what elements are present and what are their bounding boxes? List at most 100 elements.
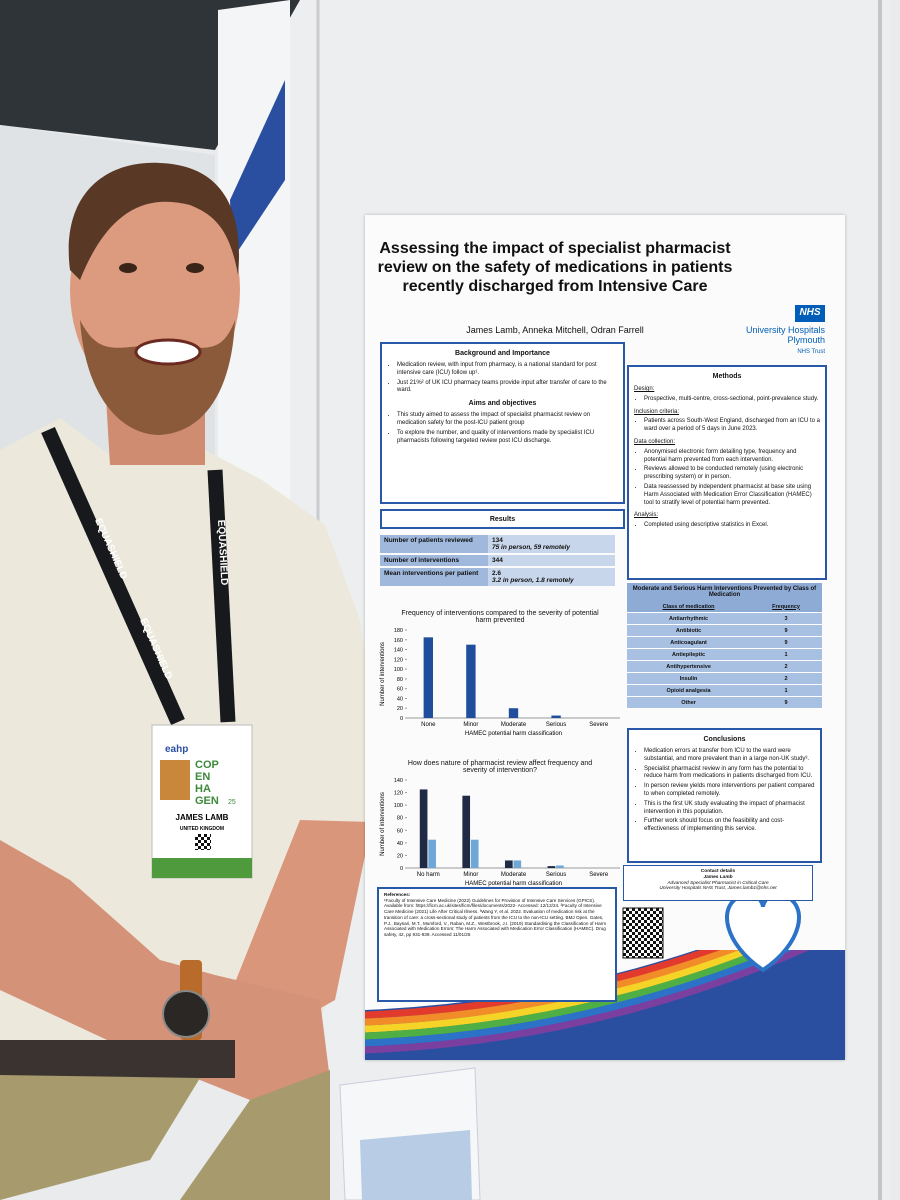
result-row: Number of patients reviewed 134 75 in pers… [380, 535, 615, 553]
references-text: ¹Faculty of Intensive Care Medicine (202… [384, 897, 607, 938]
bullet-list: Medication review, with input from pharm… [387, 362, 618, 395]
results-table: Number of patients reviewed 134 75 in pers… [380, 535, 615, 588]
bullet: Data reassessed by independent pharmacis… [644, 484, 820, 507]
table-row: Opioid analgesia 1 [627, 684, 822, 697]
background-box: Background and Importance Medication rev… [380, 342, 625, 504]
y-tick-label: 20 [397, 853, 403, 859]
bullet: Medication review, with input from pharm… [397, 362, 618, 378]
result-value: 2.6 [492, 570, 502, 577]
lanyard [207, 469, 236, 723]
table-row: Antibiotic 9 [627, 624, 822, 637]
table-cell: 1 [750, 684, 822, 697]
bullet: Completed using descriptive statistics i… [644, 522, 820, 530]
contact-org: University Hospitals NHS Trust, James.la… [659, 886, 777, 892]
y-tick-label: 180 [394, 628, 403, 634]
chart-plot: 0 20 40 60 80 100 120 140 160 180 None Minor Moderat… [380, 628, 620, 737]
bar [547, 866, 556, 868]
badge-event: COP [195, 759, 219, 771]
table-header: Class of medication Frequency [627, 601, 822, 613]
method-label: Inclusion criteria: [634, 408, 680, 415]
table: Class of medication Frequency Antiarrhyt… [627, 601, 822, 709]
table-cell: 1 [750, 648, 822, 661]
bar [508, 708, 519, 718]
result-value: 344 [492, 557, 503, 564]
badge-event: HA [195, 783, 211, 795]
badge-band [152, 858, 252, 878]
table-cell: Antihypertensive [627, 660, 751, 673]
y-tick-label: 80 [397, 816, 403, 822]
methods-box: Methods Design: Prospective, multi-centre… [627, 365, 827, 580]
smile [134, 338, 202, 366]
y-tick-label: 60 [397, 687, 403, 693]
trousers [180, 1070, 330, 1200]
qr-code [622, 907, 664, 959]
y-tick-label: 80 [397, 677, 403, 683]
badge-org: eahp [165, 744, 188, 755]
y-tick-label: 120 [394, 657, 403, 663]
table-cell: Antiarrhythmic [627, 612, 751, 625]
bullet: To explore the number, and quality of in… [397, 430, 618, 446]
x-tick-label: Moderate [501, 722, 527, 728]
x-tick-label: Minor [463, 872, 478, 878]
bullet: Patients across South-West England, disc… [644, 418, 820, 434]
result-label: Number of interventions [380, 555, 488, 566]
table-cell: 2 [750, 660, 822, 673]
eye [186, 263, 204, 273]
bar [504, 860, 513, 868]
bullet: Further work should focus on the feasibi… [644, 818, 815, 834]
bar [513, 860, 522, 868]
column-header: Class of medication [627, 601, 751, 613]
eye [119, 263, 137, 273]
section-heading: Conclusions [703, 736, 746, 743]
table-row: Insulin 2 [627, 672, 822, 685]
bullet: This is the first UK study evaluating th… [644, 801, 815, 817]
bullet: Just 21%² of UK ICU pharmacy teams provi… [397, 380, 618, 396]
badge-qr [195, 834, 211, 850]
x-axis-label: HAMEC potential harm classification [465, 731, 562, 737]
x-tick-label: No harm [417, 872, 440, 878]
table-title: Moderate and Serious Harm Interventions … [627, 583, 822, 601]
result-cell: 344 [488, 555, 507, 566]
contact-box: Contact details James Lamb Advanced Spec… [623, 865, 813, 901]
handout-table [360, 1130, 472, 1200]
poster-authors: James Lamb, Anneka Mitchell, Odran Farre… [466, 325, 644, 335]
watch [162, 990, 210, 1038]
table-row: Antihypertensive 2 [627, 660, 822, 673]
section-heading: Aims and objectives [468, 400, 537, 408]
bullet: Anonymised electronic form detailing typ… [644, 449, 820, 465]
bar [423, 637, 433, 718]
table-row: Antiepileptic 1 [627, 648, 822, 661]
x-axis-label: HAMEC potential harm classification [465, 881, 562, 887]
section-heading: Methods [712, 373, 742, 380]
y-tick-label: 160 [394, 638, 403, 644]
y-tick-label: 140 [394, 648, 403, 654]
bar [428, 839, 436, 868]
table-row: Anticoagulant 9 [627, 636, 822, 649]
chart: Frequency of interventions compared to t… [375, 610, 625, 747]
x-tick-label: Serious [546, 722, 566, 728]
badge-country: UNITED KINGDOM [180, 826, 224, 832]
y-tick-label: 0 [400, 866, 403, 872]
y-tick-label: 100 [394, 803, 403, 809]
chart-title: Frequency of interventions compared to t… [401, 610, 599, 624]
trust-name: University Hospitals Plymouth [745, 325, 825, 346]
method-label: Data collection: [634, 439, 676, 446]
bullet: In person review yields more interventio… [644, 783, 815, 799]
y-axis-label: Number of interventions [380, 642, 386, 706]
hair [68, 162, 240, 280]
x-tick-label: Serious [546, 872, 566, 878]
bar [419, 789, 428, 868]
chart: How does nature of pharmacist review aff… [375, 760, 625, 904]
table-cell: Antiepileptic [627, 648, 751, 661]
bullet-list: Completed using descriptive statistics i… [634, 522, 820, 530]
result-cell: 2.6 3.2 in person, 1.8 remotely [488, 568, 578, 586]
side-poster-band [230, 80, 285, 260]
table-cell: Anticoagulant [627, 636, 751, 649]
y-tick-label: 120 [394, 791, 403, 797]
x-tick-label: Severe [589, 872, 609, 878]
lanyard-text: EQUASHIELD [215, 520, 229, 586]
result-detail: 3.2 in person, 1.8 remotely [492, 577, 574, 584]
poster: Assessing the impact of specialist pharm… [365, 215, 845, 1060]
contact-role: Advanced Specialist Pharmacist in Critic… [667, 880, 769, 886]
